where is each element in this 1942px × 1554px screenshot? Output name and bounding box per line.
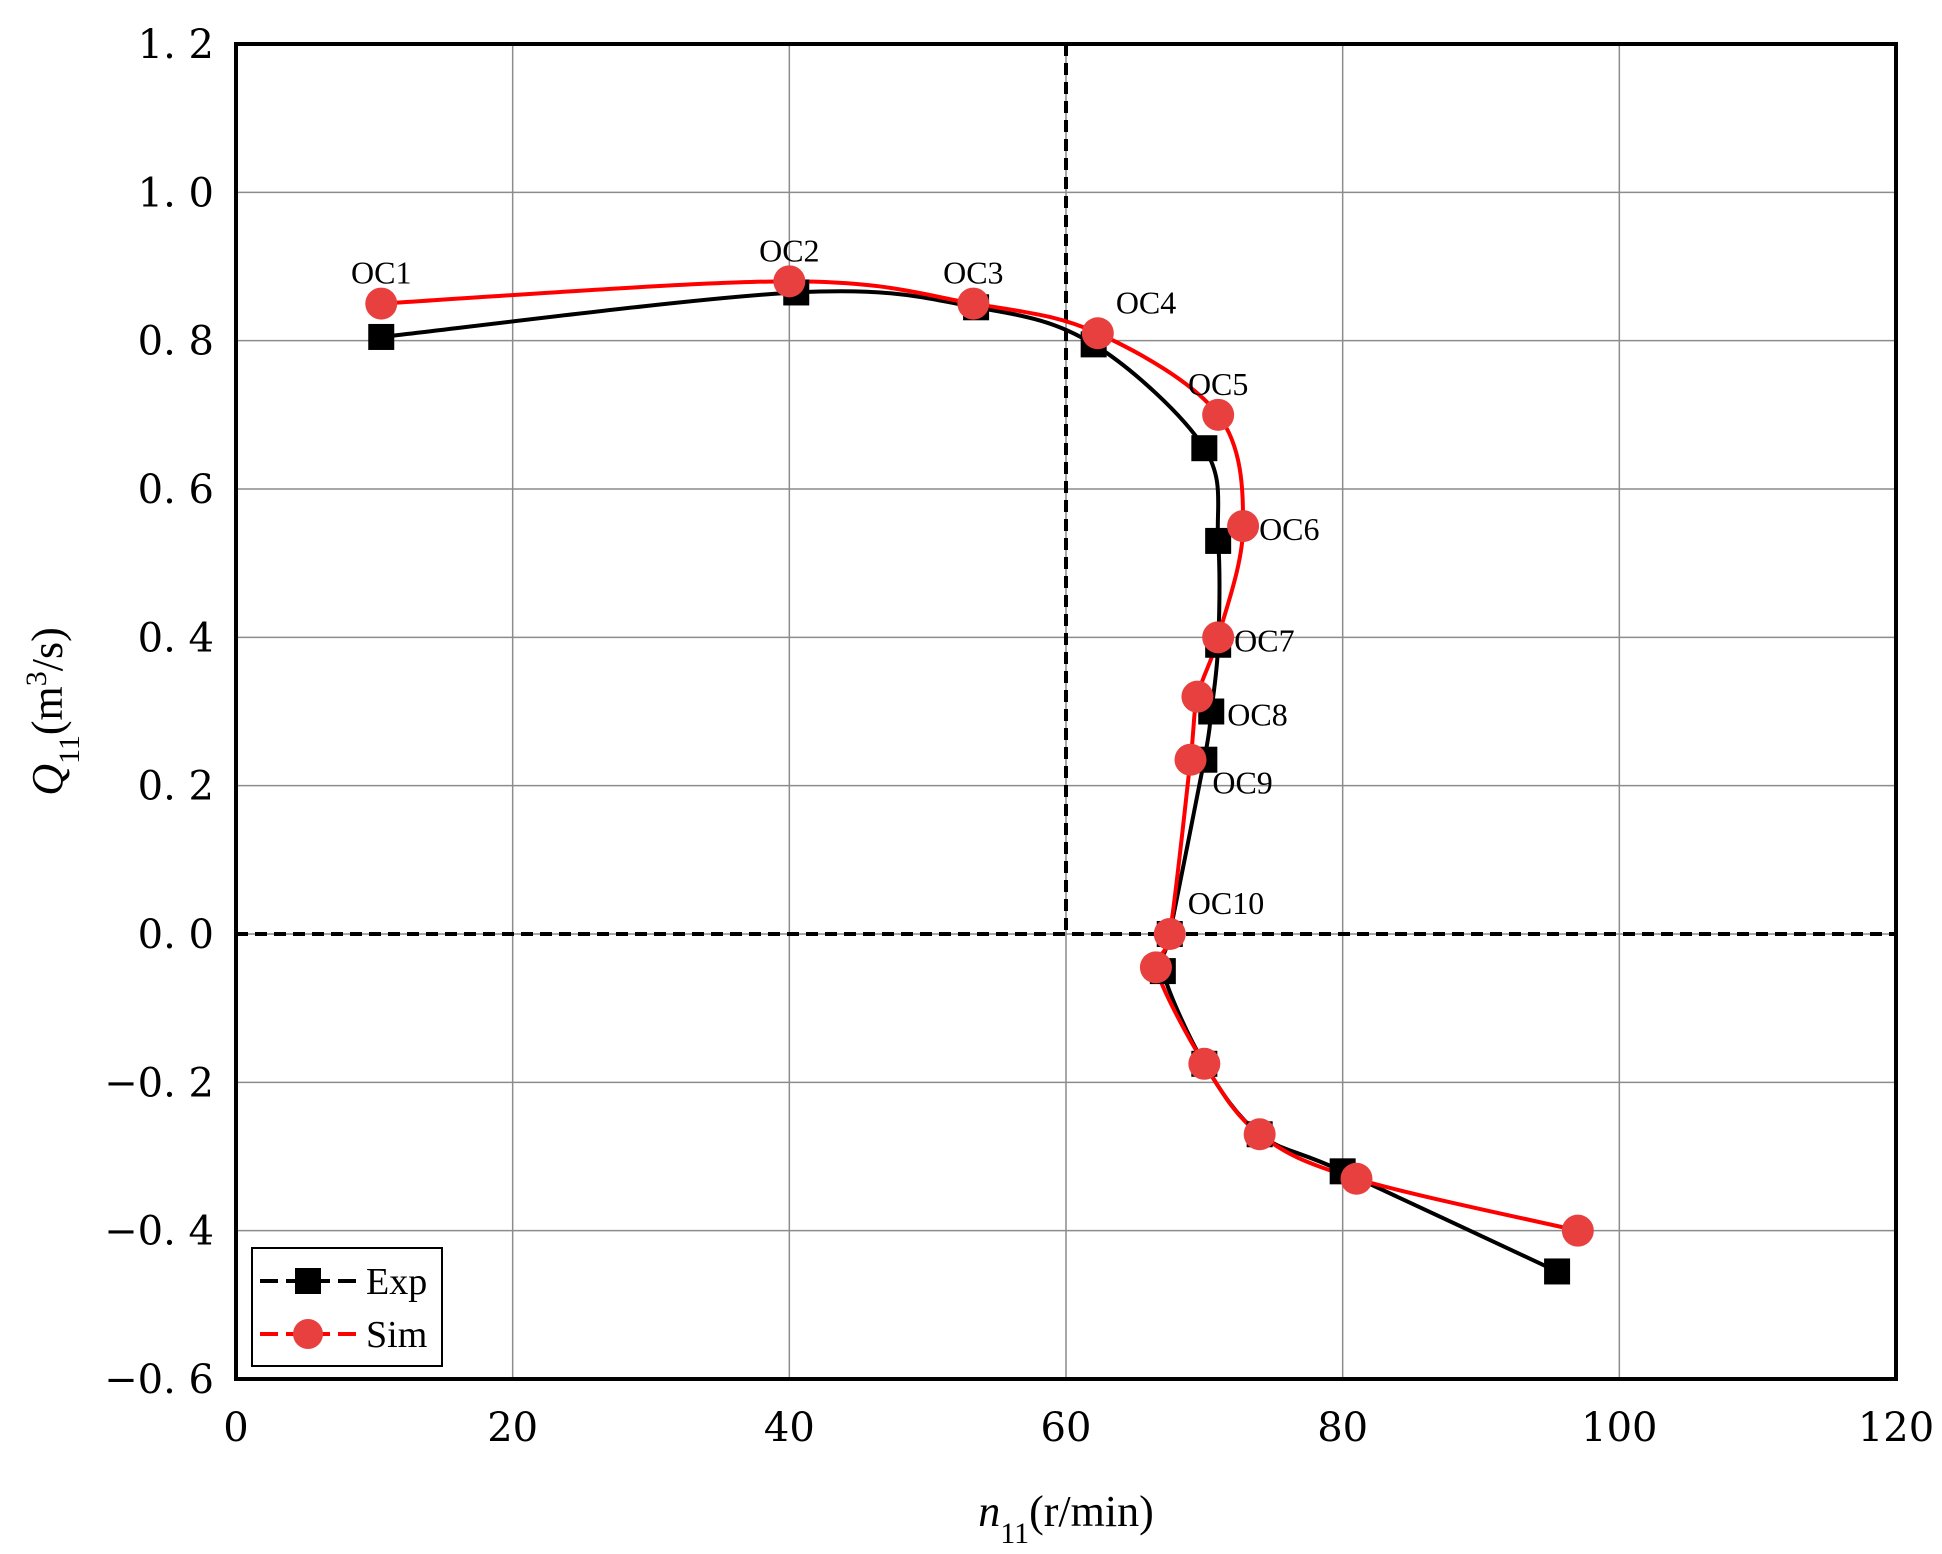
data-point-sim [1081,317,1114,350]
annotation-label: OC7 [1234,622,1294,658]
annotation-label: OC5 [1188,366,1248,402]
y-axis-label-unit-pre: (m [23,686,72,735]
annotation-label: OC6 [1259,511,1319,547]
y-tick-label: 1. 0 [138,170,214,216]
data-point-exp [1205,527,1232,554]
y-tick-label: −0. 4 [104,1209,214,1255]
y-axis-label-unit-post: /s) [23,627,72,671]
legend-marker-sim [293,1319,323,1349]
data-point-exp [1544,1258,1571,1285]
annotation-label: OC8 [1227,697,1287,733]
legend-label-exp: Exp [366,1261,427,1303]
x-tick-label: 20 [487,1405,538,1451]
x-axis-label-unit: (r/min) [1029,1487,1154,1536]
legend-label-sim: Sim [366,1314,427,1356]
annotation-label: OC10 [1188,885,1264,921]
series-markers [365,265,1594,1285]
data-point-sim [1227,510,1260,543]
y-axis-label-sup: 3 [20,671,53,686]
data-point-sim [1153,918,1186,950]
legend-marker-exp [295,1268,321,1294]
annotation-label: OC4 [1116,284,1176,320]
y-tick-label: 0. 4 [138,615,214,661]
y-tick-label: −0. 2 [104,1060,214,1106]
y-tick-label: 0. 2 [138,764,214,810]
y-tick-label: 1. 2 [138,22,214,68]
data-point-sim [1181,680,1214,713]
data-point-sim [773,265,806,298]
x-axis-label-main: n [978,1487,1000,1536]
x-tick-label: 100 [1581,1405,1657,1451]
x-tick-label: 120 [1858,1405,1934,1451]
legend: Exp Sim [251,1247,443,1367]
data-point-sim [365,287,398,320]
y-tick-label: 0. 6 [138,467,214,513]
point-annotations: OC1 OC2 OC3 OC4 OC5 OC6 OC7 OC8 OC9 OC10 [351,232,1319,921]
y-tick-label: 0. 8 [138,319,214,365]
y-axis-label-main: Q [23,764,72,796]
data-point-sim [1202,621,1235,654]
legend-box [251,1247,443,1367]
data-point-sim [957,287,990,320]
plot-frame [234,42,1898,1381]
reference-lines [236,44,1896,936]
x-axis-label-sub: 11 [1000,1517,1029,1550]
annotation-label: OC1 [351,255,411,291]
x-tick-label: 0 [223,1405,248,1451]
annotation-label: OC9 [1212,765,1272,801]
tick-labels: 0 20 40 60 80 100 120 −0. 6 −0. 4 −0. 2 0. 0 0. 2 0.… [104,22,1934,1451]
data-point-sim [1188,1047,1221,1080]
y-tick-label: 0. 0 [138,912,214,958]
data-point-sim [1139,951,1172,984]
annotation-label: OC3 [943,255,1003,291]
y-axis-label: Q11(m3/s) [20,627,86,796]
data-point-sim [1243,1118,1276,1151]
data-point-sim [1174,743,1207,776]
x-tick-label: 40 [764,1405,815,1451]
data-point-exp [368,323,395,350]
x-tick-label: 80 [1317,1405,1368,1451]
data-point-sim [1561,1214,1594,1247]
x-axis-label: n11(r/min) [978,1487,1154,1550]
x-tick-label: 60 [1041,1405,1092,1451]
data-point-exp [1191,435,1218,462]
data-point-sim [1340,1162,1373,1195]
annotation-label: OC2 [759,232,819,268]
y-axis-label-sub: 11 [53,735,86,764]
data-point-sim [1202,398,1235,431]
y-tick-label: −0. 6 [104,1357,214,1403]
